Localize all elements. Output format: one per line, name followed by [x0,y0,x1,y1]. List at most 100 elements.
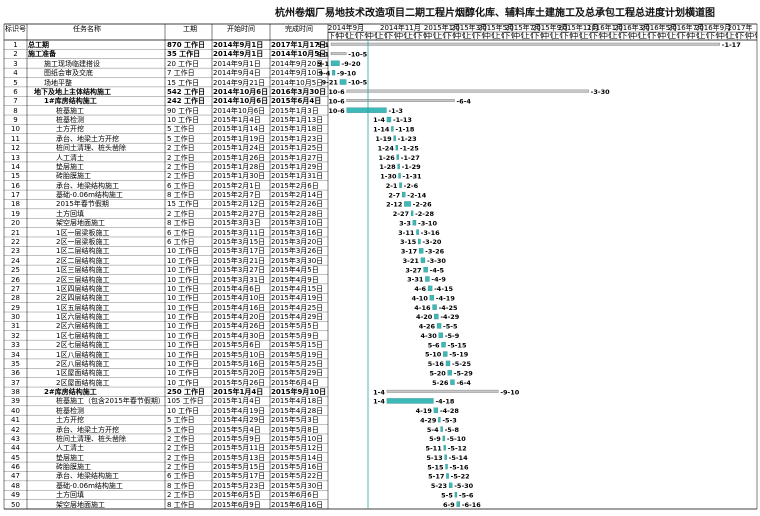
row-start: 2015年5月9日 [213,434,261,443]
row-finish: 2015年5月9日 [271,331,319,340]
month-label: 2015年7月 [504,24,542,32]
row-id: 50 [11,500,20,509]
row-start: 2015年4月30日 [213,331,266,340]
row-name: 桩基检测 [56,116,84,125]
bar-start-label: 3-3 [399,219,411,227]
period-label: 下旬 [562,32,572,40]
row-start: 2014年10月6日 [213,97,269,106]
bar-start-label: 3-31 [407,276,424,284]
row-start: 2015年1月26日 [213,153,266,162]
row-finish: 2015年5月29日 [271,369,324,378]
period-label: 下旬 [649,32,660,40]
row-id: 33 [11,341,20,350]
row-start: 2015年4月6日 [213,284,261,293]
row-duration: 6 工作日 [167,228,195,237]
row-duration: 2 工作日 [167,463,195,472]
bar-start-label: 3-15 [400,238,417,246]
row-finish: 2015年5月22日 [271,472,324,481]
row-start: 2014年9月1日 [213,59,261,68]
row-start: 2015年4月26日 [213,322,266,331]
period-label: 中旬 [425,32,436,40]
row-start: 2015年2月1日 [213,181,261,190]
bar-start-label: 1-14 [373,126,390,134]
row-duration: 15 工作日 [167,78,200,87]
task-bar [396,154,399,160]
bar-start-label: 10-6 [328,107,345,115]
bar-finish-label: -4-18 [435,398,454,406]
bar-finish-label: -2-28 [415,210,434,218]
row-name: 施工现场临建搭设 [44,59,100,68]
task-bar [346,107,387,113]
row-start: 2015年5月4日 [213,425,261,434]
row-name: 承台、地梁土方开挖 [56,134,119,143]
month-label: 2015年11月 [558,24,598,32]
row-duration: 10 工作日 [167,275,200,284]
bar-start-label: 5-11 [425,445,442,453]
row-name: 1区一层梁板施工 [56,228,110,237]
bar-finish-label: -5-19 [449,351,468,359]
row-duration: 10 工作日 [167,284,200,293]
bar-finish-label: -5-8 [445,426,460,434]
row-start: 2015年1月19日 [213,134,266,143]
bar-finish-label: -5-14 [449,454,468,462]
row-finish: 2015年3月16日 [271,228,324,237]
row-name: 1区五层结构施工 [56,303,110,312]
summary-bar [386,389,499,393]
bar-start-label: 9-21 [322,79,339,87]
row-duration: 8 工作日 [167,481,195,490]
row-id: 15 [11,172,20,181]
row-id: 38 [11,388,20,397]
task-bar [434,313,439,320]
task-bar [445,360,451,367]
bar-start-label: 2-1 [386,182,398,190]
bar-start-label: 5-9 [429,435,441,443]
row-id: 5 [13,78,18,87]
row-name: 垫层施工 [56,162,84,171]
row-duration: 10 工作日 [167,303,200,312]
row-name: 土方开挖 [56,125,84,134]
period-label: 下旬 [532,32,543,40]
bar-finish-label: -2-14 [407,191,426,199]
row-id: 23 [11,247,20,256]
task-bar [450,379,455,385]
month-label: 2015年9月 [531,24,569,32]
bar-start-label: 1-26 [378,154,395,162]
task-bar [339,79,347,85]
row-duration: 10 工作日 [167,116,200,125]
period-label: 下旬 [737,32,748,40]
bar-finish-label: -2-6 [404,182,419,190]
row-duration: 2 工作日 [167,434,195,443]
row-name: 基础-0.06m结构施工 [56,191,123,200]
row-finish: 2015年1月23日 [271,134,324,143]
row-id: 2 [13,50,18,59]
row-duration: 8 工作日 [167,500,195,509]
bar-start-label: 5-17 [428,473,444,481]
task-bar [418,238,421,245]
row-finish: 2015年3月26日 [271,247,324,256]
row-start: 2015年5月13日 [213,453,266,462]
task-bar [397,163,400,170]
period-label: 上旬 [640,32,650,40]
bar-finish-label: -1-13 [393,116,412,124]
row-start: 2015年3月3日 [213,219,261,228]
row-start: 2014年9月21日 [213,78,266,87]
bar-finish-label: -9-10 [500,388,519,396]
row-finish: 2014年10月5日 [271,78,324,87]
summary-bar [346,99,455,102]
task-bar [444,454,447,460]
month-label: 2016年5月 [640,24,678,32]
row-finish: 2015年4月29日 [271,313,324,322]
bar-start-label: 1-4 [373,116,385,124]
row-finish: 2015年2月6日 [271,181,319,190]
period-label: 下旬 [357,32,367,40]
task-bar [399,182,402,188]
row-finish: 2015年9月10日 [271,388,327,397]
row-id: 40 [11,406,20,415]
row-start: 2015年5月10日 [213,350,266,359]
bar-start-label: 9-4 [319,69,331,77]
row-name: 1区三层结构施工 [56,266,110,275]
row-start: 2015年1月4日 [213,116,261,125]
row-name: 2#库房结构施工 [44,388,97,397]
row-duration: 15 工作日 [167,200,200,209]
row-duration: 35 工作日 [167,50,201,59]
